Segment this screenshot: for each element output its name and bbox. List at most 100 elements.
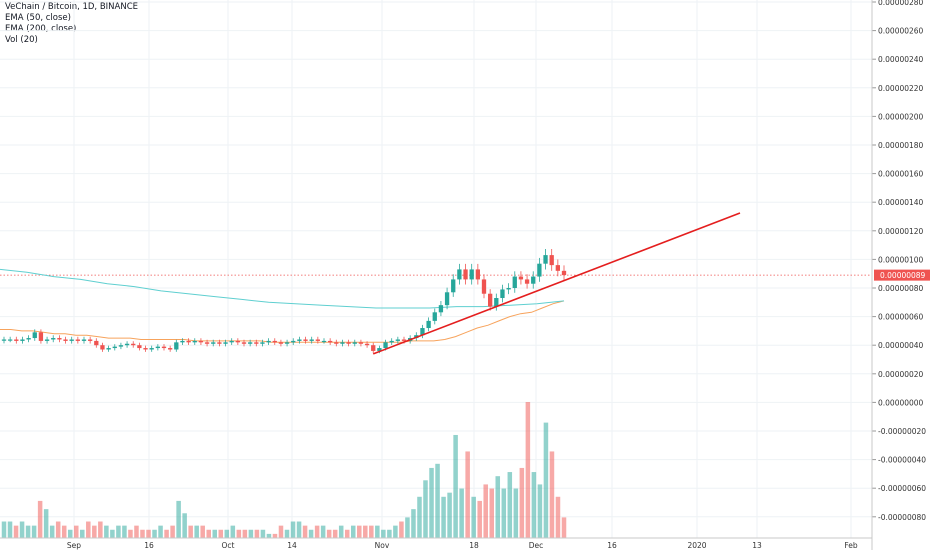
trendline-layer[interactable] [372,212,741,355]
y-tick-label: 0.00000120 [878,227,924,236]
volume-bar [543,422,549,538]
candle-body [297,339,302,341]
candle-body [309,339,314,341]
volume-bar [218,529,224,538]
candle-body [248,342,253,344]
volume-bar [140,529,145,538]
y-tick-label: 0.00000140 [878,198,924,207]
candle-body [352,342,357,344]
volume-bar [363,525,368,538]
volume-bar [194,525,199,538]
candle-body [106,348,111,350]
volume-bar [1,521,7,538]
volume-bar [19,521,25,538]
volume-bar [531,472,537,538]
candle-body [143,348,148,350]
volume-bar [519,467,525,538]
volume-bar [200,525,205,538]
candle-body [1,339,7,341]
volume-bar [49,525,55,538]
volume-bar [284,529,290,538]
candle-body [364,343,370,346]
volume-bar [314,525,320,538]
volume-bar [477,500,482,538]
candle-body [291,340,296,343]
y-tick-label: 0.00000000 [878,398,924,407]
candle-body [438,305,444,313]
candle-body [426,320,431,329]
volume-bar [37,500,43,538]
volume-bar [266,533,272,538]
candle-body [451,279,456,293]
volume-bar [230,525,236,538]
candle-body [124,343,130,346]
candle-body [137,345,142,349]
volume-bar [417,496,422,538]
volume-bar [344,529,350,538]
candle-body [463,269,468,280]
candle-body [346,342,351,344]
volume-bar [429,467,434,538]
legend-ema200: EMA (200, close) [5,24,77,34]
volume-bar [67,529,73,538]
candle-body [32,332,37,339]
candle-body [340,342,345,344]
volume-bar [381,529,386,538]
candle-body [284,342,290,344]
volume-bar [146,529,151,538]
candle-body [51,338,56,340]
candle-body [229,340,234,343]
volume-bar [188,525,193,538]
volume-bars [1,402,567,538]
y-tick-label: 0.00000020 [878,370,924,379]
volume-bar [80,529,85,538]
candle-body [315,339,320,341]
candle-body [401,339,407,341]
candle-body [81,339,87,341]
candle-body [254,342,259,344]
y-tick-label: -0.00000040 [878,456,926,465]
volume-bar [224,529,230,538]
x-tick-label: 13 [752,541,762,550]
x-tick-label: Nov [375,541,390,550]
volume-bar [453,434,458,538]
candle-body [192,340,197,343]
volume-bar [561,517,567,538]
candles [1,249,567,354]
volume-bar [86,521,91,538]
volume-bar [134,525,139,538]
candle-body [537,263,542,277]
volume-bar [260,529,266,538]
volume-bar [206,529,211,538]
candle-body [180,340,185,343]
volume-bar [326,529,332,538]
candle-body [383,342,388,349]
volume-bar [55,521,61,538]
volume-bar [387,529,392,538]
candle-body [500,289,505,299]
candle-body [278,342,284,344]
candle-body [561,270,567,276]
candle-body [174,342,179,350]
volume-bar [248,529,254,538]
candle-body [494,298,499,307]
candle-body [420,328,425,336]
volume-bar [447,492,452,538]
volume-bar [74,525,79,538]
volume-bar [375,525,380,538]
candle-body [389,340,394,343]
volume-bar [98,521,103,538]
candle-body [543,255,548,264]
volume-bar [471,496,476,538]
volume-bar [7,521,13,538]
legend-ema50: EMA (50, close) [5,13,71,23]
ema-lines [0,268,565,343]
candle-body [204,342,210,344]
volume-bar [537,484,543,538]
candle-body [44,339,50,341]
candle-body [488,293,493,307]
trendline[interactable] [372,212,741,355]
candle-body [432,312,437,321]
x-tick-label: Dec [529,541,544,550]
